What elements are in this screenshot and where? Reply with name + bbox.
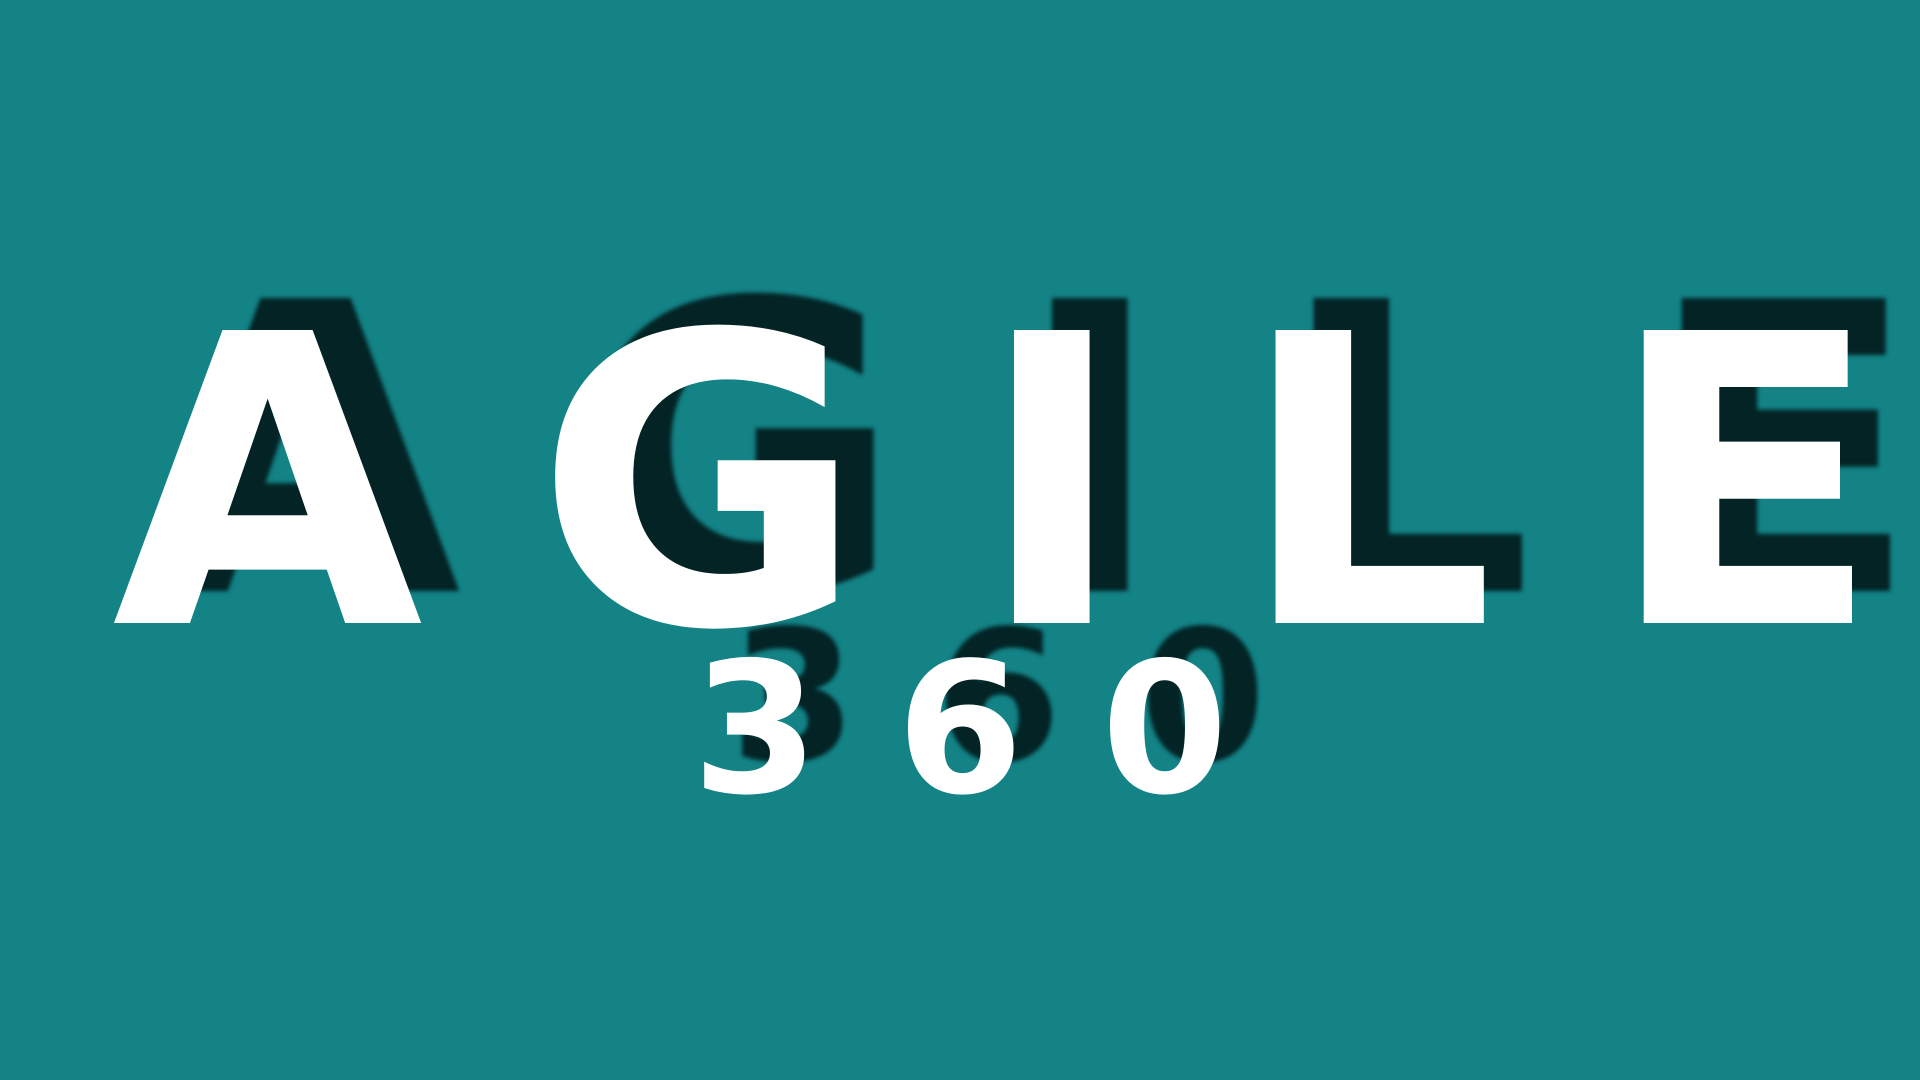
logo-title-shadow: AGILE — [150, 218, 1920, 686]
logo-subtitle-shadow: 360 — [730, 591, 1344, 803]
logo-shadow-layer: AGILE 360 — [38, 0, 1920, 1048]
logo-subtitle: 360 — [692, 623, 1306, 835]
logo-title: AGILE — [112, 250, 1920, 718]
